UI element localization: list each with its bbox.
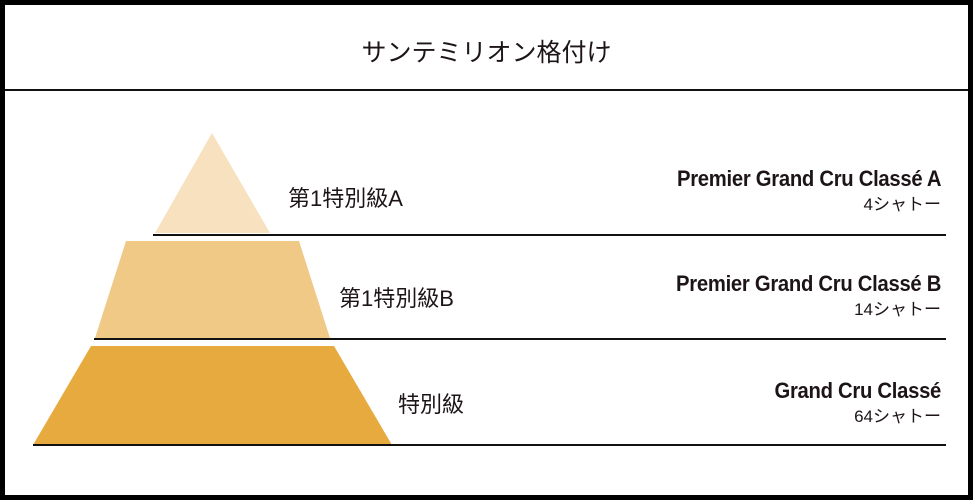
pyramid-tier-1 xyxy=(155,133,270,233)
pyramid-tier-3 xyxy=(33,346,392,445)
diagram-title: サンテミリオン格付け xyxy=(361,39,612,67)
tier-2-divider xyxy=(94,338,946,340)
tier-3-jp-label: 特別級 xyxy=(398,392,465,417)
tier-2-jp-label: 第1特別級B xyxy=(339,286,454,311)
tier-3-divider xyxy=(33,444,946,446)
tier-3-count: 64シャトー xyxy=(854,407,941,426)
tier-1-divider xyxy=(153,234,946,236)
header: サンテミリオン格付け xyxy=(5,5,968,91)
tier-1-en: Premier Grand Cru Classé A 4シャトー xyxy=(654,166,942,215)
tier-1-jp-label: 第1特別級A xyxy=(288,186,403,211)
tier-1-en-label: Premier Grand Cru Classé A xyxy=(676,166,942,191)
tier-2-en: Premier Grand Cru Classé B 14シャトー xyxy=(653,271,941,320)
diagram-frame: サンテミリオン格付け 第1特別級A 第1特別級B 特別級 Premier Gra… xyxy=(5,5,968,495)
tier-3-en-label: Grand Cru Classé xyxy=(774,378,941,403)
tier-2-count: 14シャトー xyxy=(854,300,941,319)
tier-1-count: 4シャトー xyxy=(863,195,941,214)
tier-3-en: Grand Cru Classé 64シャトー xyxy=(760,378,941,427)
pyramid xyxy=(33,133,392,445)
pyramid-tier-2 xyxy=(95,241,330,338)
tier-2-en-label: Premier Grand Cru Classé B xyxy=(675,271,941,296)
